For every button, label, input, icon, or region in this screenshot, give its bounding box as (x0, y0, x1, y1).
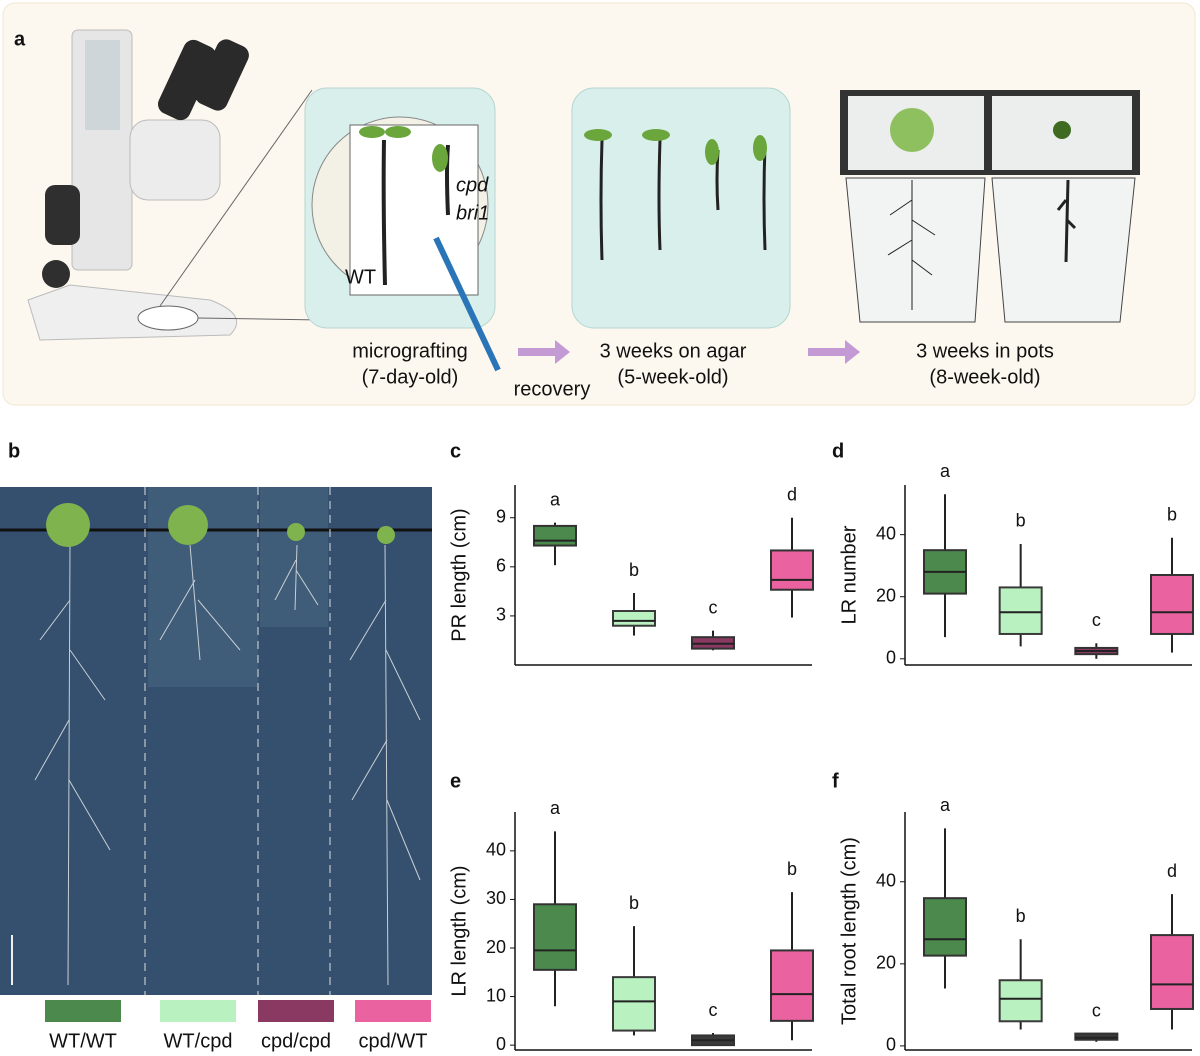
pots (840, 90, 1140, 323)
step-label: micrografting (352, 340, 468, 362)
step-age: (8-week-old) (929, 366, 1040, 388)
panel-letter: e (450, 770, 461, 792)
panel-letter: f (832, 770, 839, 792)
y-tick-label: 20 (876, 953, 896, 973)
legend-swatch (45, 1000, 121, 1022)
group-letter: c (1092, 1000, 1101, 1020)
y-tick-label: 40 (876, 871, 896, 891)
box (612, 976, 656, 1032)
step-label: 3 weeks on agar (600, 340, 747, 362)
legend-label: cpd/cpd (261, 1030, 331, 1052)
y-tick-label: 0 (886, 648, 896, 668)
legend-label: cpd/WT (359, 1030, 428, 1052)
y-tick-label: 40 (876, 523, 896, 543)
step-age: (5-week-old) (617, 366, 728, 388)
legend-label: WT/cpd (164, 1030, 233, 1052)
group-letter: a (550, 798, 561, 818)
graft-plate (304, 87, 501, 372)
panel-letter: b (8, 440, 20, 462)
box (770, 549, 814, 591)
y-axis-label: LR length (cm) (448, 865, 470, 996)
y-tick-label: 9 (496, 506, 506, 526)
microscope (27, 29, 321, 341)
group-letter: a (550, 489, 561, 509)
group-letter: a (940, 461, 951, 481)
arrow (808, 340, 860, 364)
group-letter: c (709, 597, 718, 617)
panel-letter: c (450, 440, 461, 462)
box (998, 979, 1043, 1023)
group-letter: c (1092, 610, 1101, 630)
label-bri1: bri1 (456, 202, 489, 224)
y-axis-label: LR number (838, 525, 860, 624)
group-letter: b (1016, 511, 1026, 531)
panel-letter: a (14, 28, 26, 50)
label-wt: WT (345, 266, 376, 288)
root-photo (0, 487, 432, 995)
group-letter: b (1167, 505, 1177, 525)
y-tick-label: 3 (496, 605, 506, 625)
group-letter: d (787, 484, 797, 504)
group-letter: b (629, 893, 639, 913)
box (923, 897, 967, 957)
legend-swatch (355, 1000, 431, 1022)
recovery-label: recovery (514, 378, 591, 400)
group-letter: b (629, 560, 639, 580)
group-letter: c (709, 1000, 718, 1020)
y-axis-label: Total root length (cm) (838, 837, 860, 1025)
box (612, 610, 656, 627)
legend-label: WT/WT (49, 1030, 117, 1052)
arrow (518, 340, 570, 364)
group-letter: a (940, 795, 951, 815)
y-tick-label: 40 (486, 840, 506, 860)
label-cpd: cpd (456, 174, 489, 196)
step-age: (7-day-old) (362, 366, 459, 388)
box (770, 949, 814, 1022)
agar-plate (571, 87, 791, 329)
box (1074, 1032, 1119, 1041)
legend-swatch (160, 1000, 236, 1022)
step-label: 3 weeks in pots (916, 340, 1054, 362)
y-tick-label: 0 (496, 1034, 506, 1054)
y-axis-label: PR length (cm) (448, 508, 470, 641)
group-letter: d (1167, 861, 1177, 881)
box (1150, 574, 1194, 635)
box (533, 903, 577, 971)
legend-swatch (258, 1000, 334, 1022)
panel-letter: d (832, 440, 844, 462)
y-tick-label: 0 (886, 1035, 896, 1055)
group-letter: b (1016, 906, 1026, 926)
group-letter: b (787, 859, 797, 879)
y-tick-label: 30 (486, 888, 506, 908)
box (998, 586, 1043, 635)
y-tick-label: 20 (486, 937, 506, 957)
box (533, 524, 577, 547)
y-tick-label: 6 (496, 556, 506, 576)
y-tick-label: 20 (876, 585, 896, 605)
y-tick-label: 10 (486, 985, 506, 1005)
box (1150, 934, 1194, 1010)
